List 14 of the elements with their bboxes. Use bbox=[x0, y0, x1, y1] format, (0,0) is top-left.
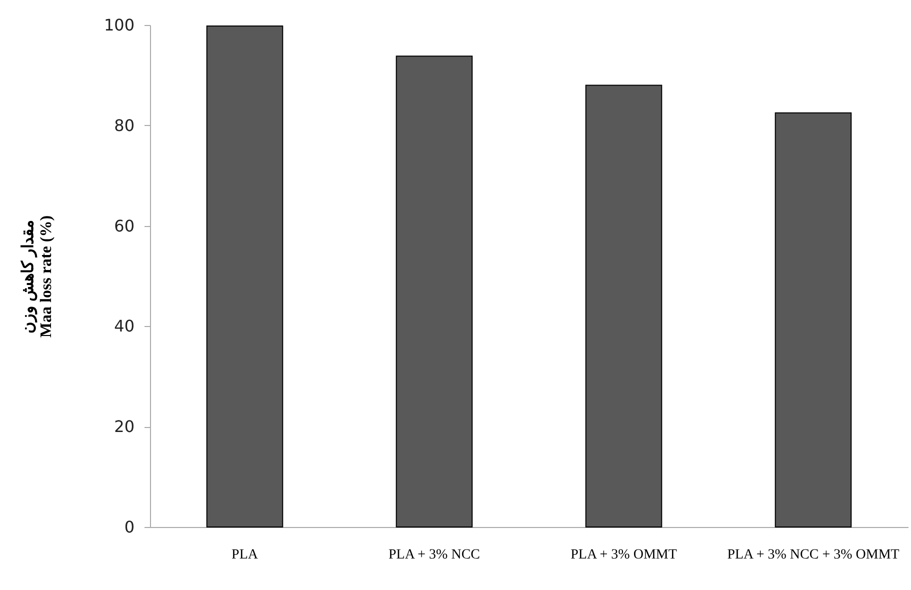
y-tick-label: 40 bbox=[114, 316, 134, 336]
bar bbox=[396, 56, 473, 528]
x-tick-label: PLA + 3% NCC bbox=[388, 548, 480, 562]
x-tick-label: PLA + 3% OMMT bbox=[570, 548, 678, 562]
y-tick-label: 100 bbox=[104, 16, 134, 34]
y-tick-label: 0 bbox=[124, 518, 134, 536]
bar bbox=[774, 112, 852, 528]
x-tick-label: PLA bbox=[232, 548, 259, 562]
y-tick-label: 20 bbox=[114, 417, 134, 436]
bar bbox=[585, 84, 662, 528]
x-tick-label: PLA + 3% NCC + 3% OMMT bbox=[727, 548, 900, 562]
y-tick-label: 60 bbox=[114, 216, 134, 236]
bar bbox=[206, 26, 284, 528]
y-tick-label: 80 bbox=[114, 116, 134, 135]
